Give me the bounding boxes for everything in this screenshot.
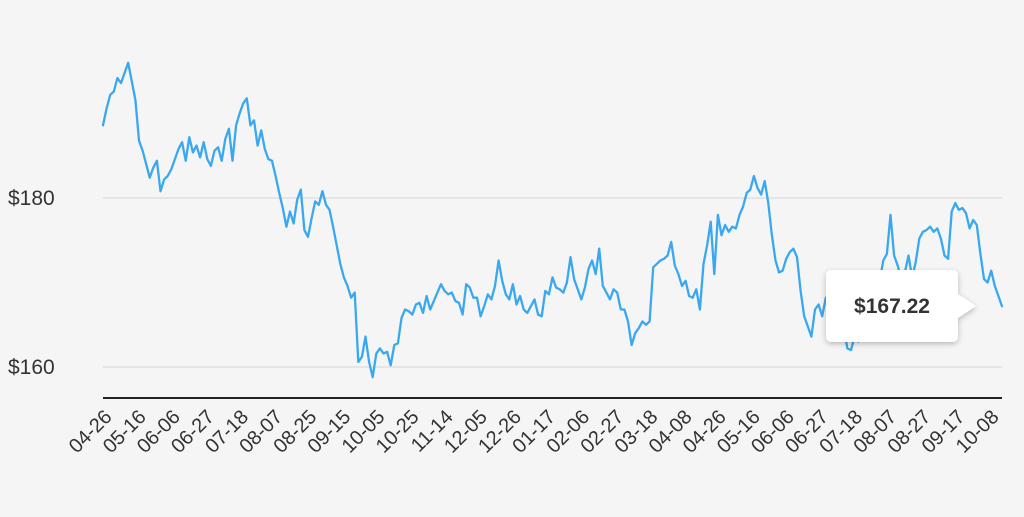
y-tick-label: $160 <box>8 356 55 379</box>
x-axis-tick-labels: 04-2605-1606-0606-2707-1808-0708-2509-15… <box>65 406 1004 458</box>
gridlines <box>103 197 1002 368</box>
tooltip-value: $167.22 <box>854 295 930 318</box>
y-axis-labels: $160 $180 <box>8 187 55 379</box>
tooltip-box <box>826 270 976 342</box>
y-tick-label: $180 <box>8 187 55 210</box>
price-series-line <box>101 61 1004 379</box>
price-tooltip: $167.22 <box>826 270 976 342</box>
